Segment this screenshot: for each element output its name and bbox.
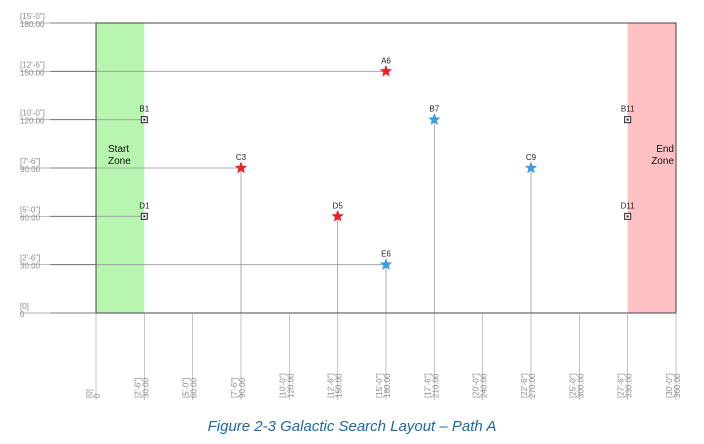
star-marker-A6 [379,64,393,77]
x-tick-label-in: 300.00 [576,373,585,398]
star-marker-D5 [331,209,344,222]
x-tick-label-in: 270.00 [528,373,537,398]
star-marker-E6 [379,258,393,270]
x-tick-label-ft: [5'-0"] [182,378,191,398]
y-axis: [0]0 [2'-6"]30.00 [5'-0"]60.00 [7'-6"]90.00… [20,12,96,319]
point-label-C9: C9 [526,153,537,162]
point-label-D1: D1 [139,201,150,210]
y-tick-label-in: 150.00 [20,68,45,77]
x-tick-label-ft: [7'-6"] [230,378,239,398]
x-tick-label-ft: [22'-6"] [520,373,529,398]
markers: A6 C3 D5 B7 C9 E6 B1 D1 B11 D11 [139,56,635,270]
x-tick-label-in: 0 [93,393,102,398]
point-label-A6: A6 [381,56,391,65]
y-tick-label-in: 180.00 [20,20,45,29]
y-tick-label-ft: [2'-6"] [20,254,40,263]
x-tick-label-in: 30.00 [141,377,150,398]
end-zone-label: Zone [651,156,674,167]
x-tick-label-in: 150.00 [335,373,344,398]
star-marker-B7 [428,113,441,125]
point-label-E6: E6 [381,250,391,259]
x-tick-label-in: 180.00 [383,373,392,398]
y-tick-label-ft: [0] [20,302,29,311]
y-tick-label-in: 90.00 [20,165,41,174]
y-tick-label-ft: [7'-6"] [20,157,40,166]
square-marker-dot-D1 [143,215,146,218]
y-tick-label-ft: [12'-6"] [20,60,45,69]
y-tick-label-ft: [15'-0"] [20,12,45,21]
end-zone-label: End [656,144,674,155]
x-tick-label-ft: [15'-0"] [375,373,384,398]
x-tick-label-ft: [17'-6"] [423,373,432,398]
x-axis: [0] 0 [2'-6"] 30.00 [5'-0"] 60.00 [7'-6"] 90.00… [85,313,682,400]
point-label-D11: D11 [621,201,636,210]
x-tick-label-in: 210.00 [431,373,440,398]
x-tick-label-ft: [25'-0"] [568,373,577,398]
figure-caption: Figure 2-3 Galactic Search Layout – Path… [207,418,497,435]
y-tick-label-in: 0 [20,310,25,319]
y-tick-label-in: 30.00 [20,262,41,271]
point-label-B11: B11 [621,105,635,114]
x-tick-label-in: 90.00 [238,377,247,398]
y-tick-label-in: 60.00 [20,213,41,222]
y-tick-label-ft: [5'-0"] [20,205,40,214]
x-tick-label-ft: [30'-0"] [665,373,674,398]
x-tick-label-ft: [12'-6"] [327,373,336,398]
x-tick-label-ft: [0] [85,389,94,398]
point-label-D5: D5 [333,201,344,210]
star-marker-C9 [524,161,538,174]
square-marker-dot-D11 [626,215,629,218]
start-zone-label: Zone [108,156,131,167]
square-marker-dot-B1 [143,118,146,121]
start-zone-label: Start [108,144,129,155]
y-tick-label-in: 120.00 [20,117,45,126]
x-tick-label-ft: [20'-0"] [472,373,481,398]
y-tick-label-ft: [10'-0"] [20,109,45,118]
x-tick-label-in: 60.00 [190,377,199,398]
point-label-C3: C3 [236,153,247,162]
x-tick-label-in: 240.00 [480,373,489,398]
square-marker-dot-B11 [626,118,629,121]
x-tick-label-ft: [10'-0"] [278,373,287,398]
star-marker-C3 [234,161,248,174]
x-tick-label-in: 120.00 [286,373,295,398]
x-tick-label-ft: [27'-6"] [617,373,626,398]
end-zone [627,23,676,313]
point-label-B7: B7 [429,105,439,114]
x-tick-label-in: 330.00 [625,373,634,398]
x-tick-label-in: 360.00 [673,373,682,398]
x-tick-label-ft: [2'-6"] [133,378,142,398]
point-label-B1: B1 [139,105,149,114]
leader-lines [96,70,532,313]
